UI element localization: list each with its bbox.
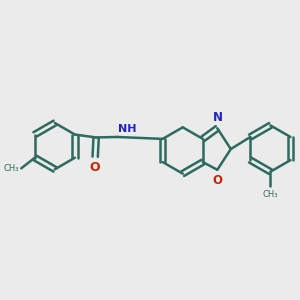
Text: CH₃: CH₃ xyxy=(3,164,19,173)
Text: N: N xyxy=(213,111,223,124)
Text: O: O xyxy=(90,161,101,174)
Text: CH₃: CH₃ xyxy=(263,190,278,199)
Text: O: O xyxy=(213,174,223,187)
Text: NH: NH xyxy=(118,124,137,134)
